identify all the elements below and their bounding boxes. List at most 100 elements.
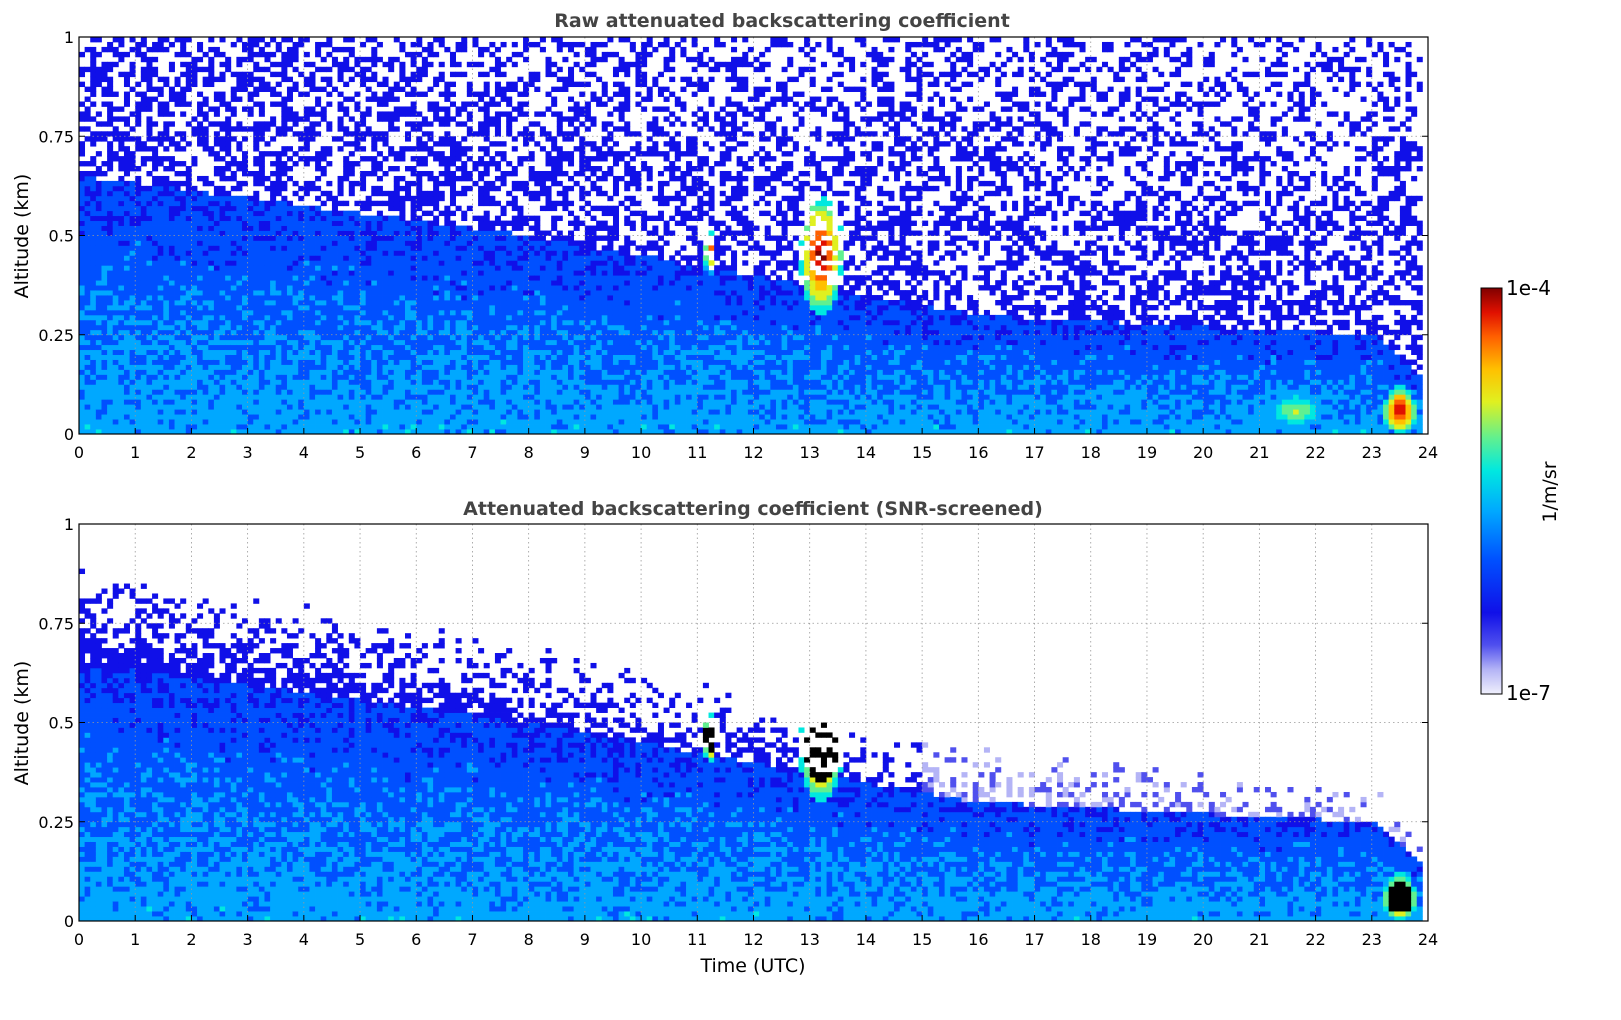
heatmap-cell (197, 334, 204, 341)
heatmap-cell (348, 309, 355, 316)
heatmap-cell (79, 354, 86, 360)
heatmap-cell (444, 324, 451, 331)
heatmap-cell (494, 175, 501, 182)
heatmap-cell (405, 359, 412, 365)
heatmap-cell (483, 46, 490, 53)
heatmap-cell (399, 414, 406, 420)
heatmap-cell (79, 260, 86, 266)
heatmap-cell (197, 240, 204, 246)
heatmap-cell (185, 429, 192, 435)
heatmap-cell (247, 300, 254, 306)
heatmap-cell (354, 290, 361, 296)
heatmap-cell (146, 334, 153, 341)
heatmap-cell (197, 265, 204, 271)
heatmap-cell (281, 101, 288, 107)
heatmap-cell (466, 389, 473, 395)
heatmap-cell (247, 220, 254, 226)
heatmap-cell (258, 126, 265, 132)
heatmap-cell (236, 275, 243, 281)
heatmap-cell (95, 314, 102, 321)
heatmap-cell (286, 215, 293, 222)
heatmap-cell (247, 41, 254, 48)
heatmap-cell (438, 121, 445, 127)
heatmap-cell (292, 379, 299, 385)
heatmap-cell (405, 136, 412, 142)
heatmap-cell (112, 349, 119, 355)
heatmap-cell (438, 374, 445, 380)
heatmap-cell (461, 389, 468, 395)
heatmap-cell (180, 280, 187, 286)
heatmap-cell (466, 300, 473, 306)
heatmap-cell (208, 205, 215, 212)
heatmap-cell (197, 121, 204, 127)
heatmap-cell (320, 230, 327, 236)
heatmap-cell (438, 260, 445, 266)
heatmap-cell (382, 170, 389, 177)
heatmap-cell (281, 369, 288, 375)
heatmap-cell (489, 404, 496, 410)
heatmap-cell (286, 394, 293, 400)
heatmap-cell (79, 116, 86, 122)
heatmap-cell (337, 220, 344, 226)
heatmap-cell (376, 280, 383, 286)
heatmap-cell (455, 354, 462, 360)
heatmap-cell (95, 334, 102, 341)
heatmap-cell (494, 399, 501, 405)
heatmap-cell (123, 309, 130, 316)
heatmap-cell (388, 265, 395, 271)
heatmap-cell (483, 146, 490, 152)
heatmap-cell (326, 215, 333, 222)
heatmap-cell (101, 195, 108, 202)
heatmap-cell (90, 260, 97, 266)
heatmap-cell (517, 290, 524, 296)
heatmap-cell (399, 359, 406, 365)
heatmap-cell (511, 235, 518, 241)
heatmap-cell (444, 275, 451, 281)
heatmap-cell (399, 399, 406, 405)
heatmap-cell (500, 329, 507, 336)
heatmap-cell (202, 200, 209, 207)
heatmap-cell (123, 166, 130, 172)
heatmap-cell (343, 265, 350, 271)
heatmap-cell (472, 419, 479, 425)
heatmap-cell (337, 344, 344, 351)
heatmap-cell (455, 374, 462, 380)
heatmap-cell (163, 314, 170, 321)
heatmap-cell (354, 225, 361, 231)
heatmap-cell (191, 424, 198, 430)
heatmap-cell (163, 344, 170, 351)
heatmap-cell (242, 334, 249, 341)
heatmap-cell (371, 240, 378, 246)
heatmap-cell (461, 71, 468, 78)
heatmap-cell (264, 255, 271, 261)
heatmap-cell (365, 404, 372, 410)
heatmap-cell (410, 359, 417, 365)
heatmap-cell (466, 240, 473, 246)
heatmap-cell (174, 295, 181, 301)
heatmap-cell (84, 111, 91, 117)
heatmap-cell (466, 255, 473, 261)
heatmap-cell (286, 414, 293, 420)
heatmap-cell (118, 205, 125, 212)
heatmap-cell (270, 210, 277, 217)
heatmap-cell (79, 81, 86, 88)
heatmap-cell (163, 359, 170, 365)
heatmap-cell (399, 146, 406, 152)
heatmap-cell (331, 339, 338, 346)
heatmap-cell (174, 339, 181, 346)
heatmap-cell (523, 419, 530, 425)
heatmap-cell (483, 151, 490, 157)
heatmap-cell (112, 369, 119, 375)
heatmap-cell (320, 389, 327, 395)
heatmap-cell (225, 329, 232, 336)
heatmap-cell (511, 240, 518, 246)
heatmap-cell (478, 285, 485, 291)
heatmap-cell (405, 166, 412, 172)
heatmap-cell (433, 180, 440, 187)
heatmap-cell (399, 319, 406, 326)
heatmap-cell (258, 309, 265, 316)
heatmap-cell (281, 379, 288, 385)
heatmap-cell (427, 46, 434, 53)
heatmap-cell (382, 136, 389, 142)
heatmap-cell (191, 290, 198, 296)
